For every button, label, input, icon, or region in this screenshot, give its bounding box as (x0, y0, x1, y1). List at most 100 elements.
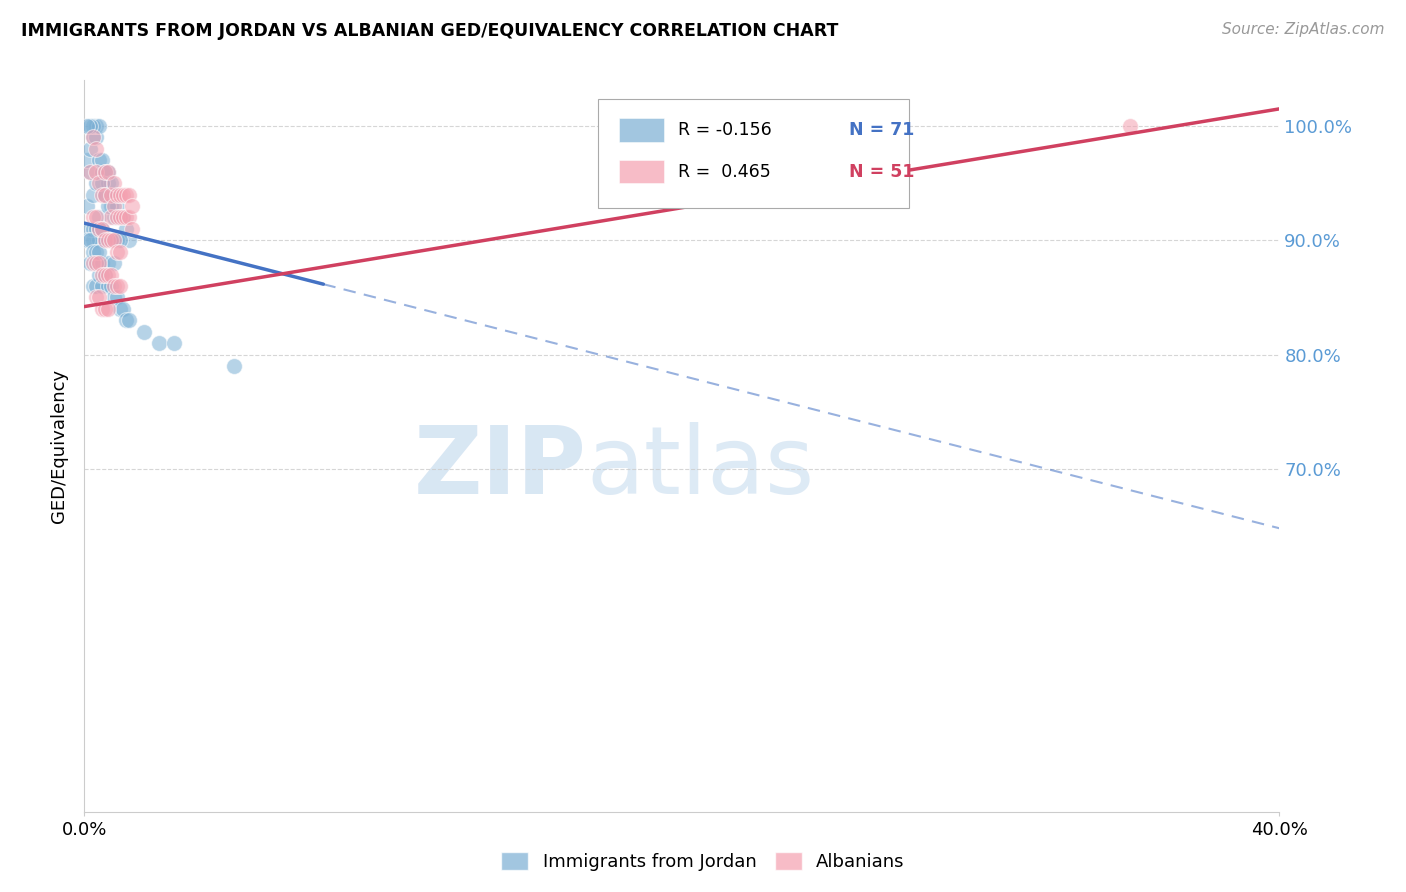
Point (79, 119, 101, 133)
Point (91, 268, 114, 282)
Point (103, 290, 125, 304)
Point (105, 233, 128, 247)
Point (105, 187, 128, 202)
Point (97, 279, 120, 293)
Point (115, 222, 138, 236)
Point (97, 233, 120, 247)
Legend: Immigrants from Jordan, Albanians: Immigrants from Jordan, Albanians (494, 845, 912, 879)
Point (82, 233, 104, 247)
Point (110, 279, 132, 293)
Point (79, 256, 101, 270)
Point (105, 290, 128, 304)
Point (89, 222, 111, 236)
Point (91, 279, 114, 293)
Point (91, 256, 114, 270)
Point (91, 301, 114, 316)
Point (115, 187, 138, 202)
Point (97, 199, 120, 213)
Point (82, 279, 104, 293)
Point (97, 256, 120, 270)
Point (86, 256, 108, 270)
Point (89, 153, 111, 168)
Point (97, 301, 120, 316)
Point (100, 211, 122, 225)
Point (82, 256, 104, 270)
Point (94, 187, 117, 202)
Point (110, 233, 132, 247)
FancyBboxPatch shape (619, 160, 664, 184)
Point (94, 301, 117, 316)
Point (1119, 119, 1142, 133)
Point (76, 233, 98, 247)
Point (103, 279, 125, 293)
Y-axis label: GED/Equivalency: GED/Equivalency (51, 369, 69, 523)
Point (100, 268, 122, 282)
Point (91, 153, 114, 168)
Point (110, 211, 132, 225)
Point (112, 187, 135, 202)
Point (132, 325, 156, 339)
Point (110, 301, 132, 316)
Point (91, 176, 114, 190)
Point (89, 233, 111, 247)
Point (103, 256, 125, 270)
Point (118, 187, 141, 202)
Point (115, 211, 138, 225)
Point (91, 187, 114, 202)
Point (97, 165, 120, 179)
Text: N = 51: N = 51 (849, 162, 915, 181)
Point (94, 165, 117, 179)
Text: R =  0.465: R = 0.465 (678, 162, 770, 181)
Point (105, 279, 128, 293)
Point (112, 211, 135, 225)
Point (82, 130, 104, 145)
Point (89, 290, 111, 304)
Point (79, 222, 101, 236)
Text: Source: ZipAtlas.com: Source: ZipAtlas.com (1222, 22, 1385, 37)
Point (163, 336, 186, 351)
Point (82, 119, 104, 133)
Point (94, 233, 117, 247)
Point (86, 256, 108, 270)
Point (89, 119, 111, 133)
Point (79, 233, 101, 247)
Text: atlas: atlas (586, 422, 814, 514)
Text: N = 71: N = 71 (849, 121, 914, 139)
Point (86, 222, 108, 236)
Point (100, 187, 122, 202)
Point (94, 187, 117, 202)
Point (91, 222, 114, 236)
Point (76, 119, 98, 133)
Point (103, 187, 125, 202)
Point (89, 222, 111, 236)
FancyBboxPatch shape (619, 119, 664, 142)
Point (105, 199, 128, 213)
Point (94, 233, 117, 247)
Point (100, 233, 122, 247)
Point (79, 165, 101, 179)
Point (86, 211, 108, 225)
Point (97, 165, 120, 179)
Point (89, 268, 111, 282)
Point (86, 142, 108, 156)
Point (86, 130, 108, 145)
Point (86, 279, 108, 293)
Point (118, 211, 141, 225)
Point (112, 301, 135, 316)
Point (118, 233, 141, 247)
Point (89, 256, 111, 270)
Point (94, 268, 117, 282)
Point (91, 222, 114, 236)
Point (82, 187, 104, 202)
Point (105, 211, 128, 225)
Point (97, 268, 120, 282)
Point (86, 290, 108, 304)
Point (91, 165, 114, 179)
Point (121, 199, 143, 213)
Point (86, 165, 108, 179)
Point (110, 187, 132, 202)
Point (118, 313, 141, 327)
Point (76, 199, 98, 213)
Point (82, 244, 104, 259)
Point (89, 244, 111, 259)
